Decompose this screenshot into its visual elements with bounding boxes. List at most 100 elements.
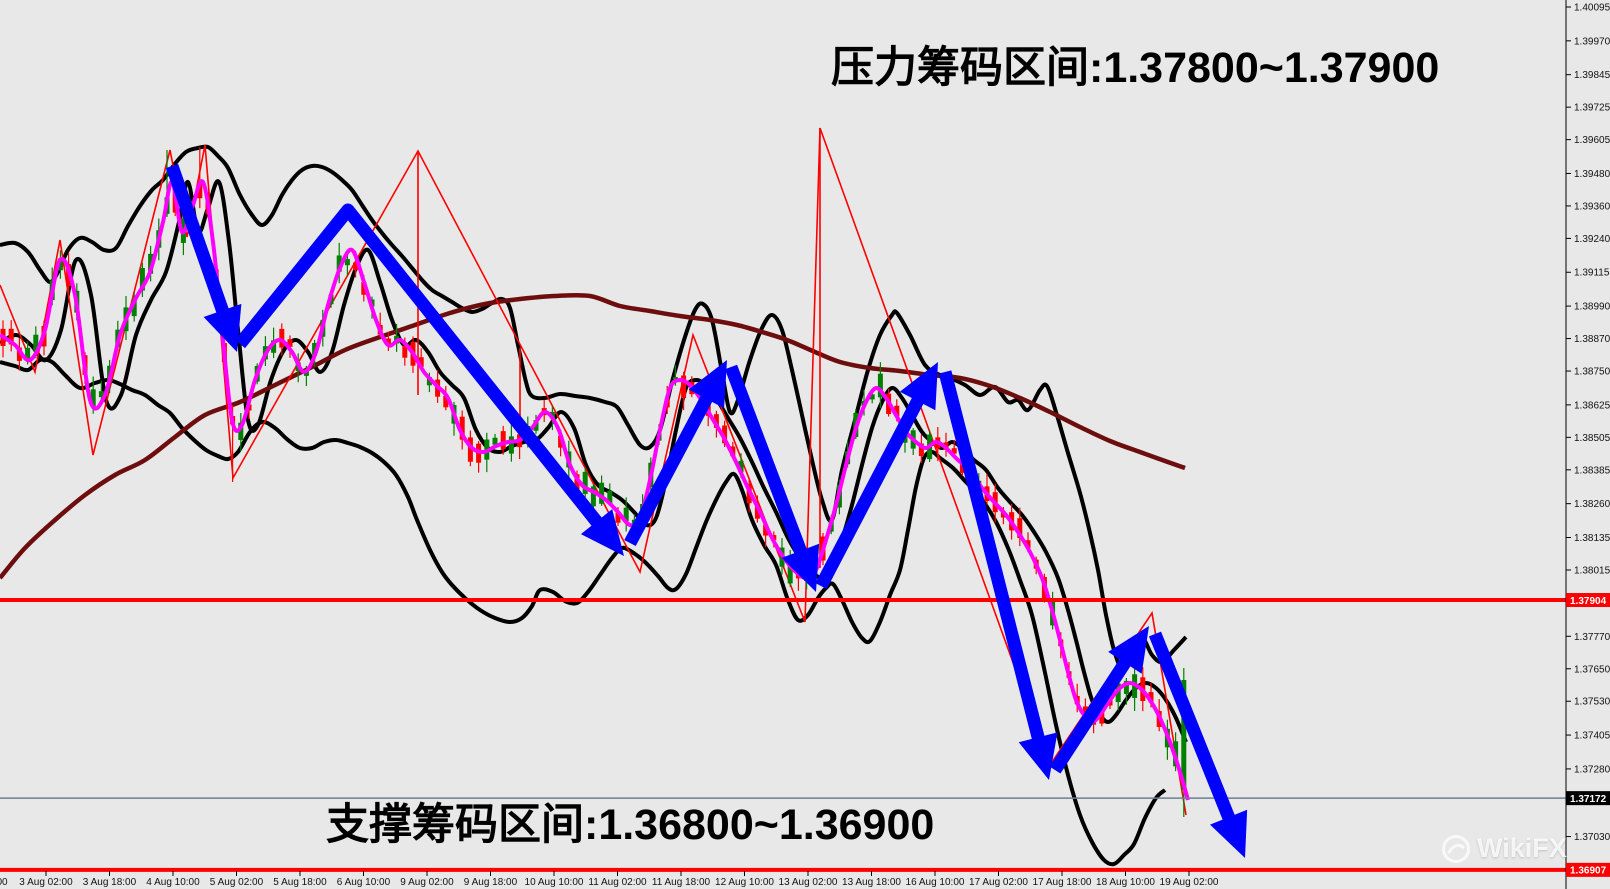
candle-body bbox=[312, 342, 318, 355]
candle-body bbox=[131, 299, 137, 317]
time-axis-label: 00 bbox=[0, 877, 8, 888]
trend-arrow-head[interactable] bbox=[580, 509, 624, 556]
price-axis-label: 1.39605 bbox=[1574, 135, 1610, 146]
price-axis: 1.40095 1.39970 1.39845 1.39725 1.39605 1.394… bbox=[1565, 0, 1610, 889]
candle-body bbox=[754, 505, 760, 519]
price-axis-label: 1.39970 bbox=[1574, 36, 1610, 47]
trend-arrow-head[interactable] bbox=[688, 360, 727, 409]
middle-band-line bbox=[0, 179, 1188, 743]
candle-body bbox=[1123, 680, 1129, 694]
candle-body bbox=[197, 180, 203, 199]
candle-body bbox=[418, 357, 424, 367]
price-axis-label: 1.37770 bbox=[1574, 632, 1610, 643]
wikifx-watermark: WikiFX bbox=[1441, 833, 1567, 864]
candle-body bbox=[951, 448, 957, 454]
time-axis-label: 3 Aug 18:00 bbox=[83, 877, 137, 888]
candle-body bbox=[492, 437, 498, 445]
candle-body bbox=[713, 414, 719, 428]
time-axis-label: 17 Aug 18:00 bbox=[1033, 877, 1092, 888]
time-axis-label: 6 Aug 10:00 bbox=[337, 877, 391, 888]
candle-body bbox=[1148, 692, 1154, 703]
price-tag-value: 1.37172 bbox=[1570, 794, 1607, 805]
price-tag-value: 1.36907 bbox=[1570, 866, 1607, 877]
trend-arrow-shaft[interactable] bbox=[724, 364, 810, 561]
time-axis-label: 12 Aug 10:00 bbox=[715, 877, 774, 888]
trend-arrow-shaft[interactable] bbox=[1049, 652, 1135, 774]
price-axis-label: 1.39360 bbox=[1574, 201, 1610, 212]
trend-arrow-head[interactable] bbox=[1108, 626, 1149, 674]
time-axis-label: 13 Aug 18:00 bbox=[842, 877, 901, 888]
slow-ma bbox=[0, 292, 1186, 580]
time-axis-label: 5 Aug 18:00 bbox=[273, 877, 327, 888]
candle-body bbox=[385, 338, 391, 345]
time-axis-label: 18 Aug 10:00 bbox=[1096, 877, 1155, 888]
support-annotation: 支撑筹码区间:1.36800~1.36900 bbox=[326, 801, 935, 849]
candle-body bbox=[402, 345, 408, 358]
candle-body bbox=[869, 394, 875, 400]
fast-ma-line bbox=[0, 179, 1190, 801]
candle-body bbox=[787, 559, 793, 584]
wikifx-watermark-text: WikiFX bbox=[1477, 833, 1567, 863]
price-axis-label: 1.39725 bbox=[1574, 103, 1610, 114]
level-lines bbox=[0, 598, 1610, 872]
price-axis-label: 1.38625 bbox=[1574, 400, 1610, 411]
trend-arrow-head[interactable] bbox=[1210, 809, 1248, 858]
candle-body bbox=[353, 262, 359, 271]
trend-arrow-shaft[interactable] bbox=[1148, 631, 1238, 828]
price-tag bbox=[1566, 593, 1610, 608]
candle-body bbox=[459, 416, 465, 440]
time-axis-label: 16 Aug 10:00 bbox=[906, 877, 965, 888]
price-tag-value: 1.37904 bbox=[1570, 596, 1607, 607]
candle-body bbox=[25, 347, 31, 359]
trend-arrow-shaft[interactable] bbox=[234, 203, 607, 532]
candle-body bbox=[344, 259, 350, 266]
time-axis-label: 5 Aug 02:00 bbox=[210, 877, 264, 888]
time-axis-label: 11 Aug 18:00 bbox=[652, 877, 711, 888]
price-axis-label: 1.38750 bbox=[1574, 367, 1610, 378]
price-axis-label: 1.38135 bbox=[1574, 533, 1610, 544]
price-axis-label: 1.38505 bbox=[1574, 433, 1610, 444]
price-axis-label: 1.37030 bbox=[1574, 832, 1610, 843]
candle-body bbox=[574, 474, 580, 492]
price-axis-label: 1.37650 bbox=[1574, 664, 1610, 675]
trend-arrow-head[interactable] bbox=[899, 362, 938, 411]
candle-body bbox=[1115, 683, 1121, 703]
candle-body bbox=[8, 328, 14, 345]
trend-arrow-head[interactable] bbox=[1018, 732, 1058, 780]
price-tag bbox=[1566, 862, 1610, 877]
candle-body bbox=[1181, 680, 1187, 790]
price-axis-label: 1.39845 bbox=[1574, 70, 1610, 81]
time-axis-label: 10 Aug 10:00 bbox=[525, 877, 584, 888]
candle-body bbox=[443, 395, 449, 408]
candle-body bbox=[582, 471, 588, 494]
trend-arrow-shaft[interactable] bbox=[815, 390, 928, 590]
candle-body bbox=[590, 486, 596, 507]
trend-arrow-shaft[interactable] bbox=[165, 163, 232, 321]
candle-body bbox=[467, 437, 473, 462]
candle-body bbox=[16, 347, 22, 361]
time-axis: 00 3 Aug 02:00 3 Aug 18:00 4 Aug 10:00 5 Aug… bbox=[0, 871, 1219, 888]
price-axis-label: 1.38990 bbox=[1574, 302, 1610, 313]
time-axis-label: 11 Aug 02:00 bbox=[588, 877, 647, 888]
wikifx-logo-icon bbox=[1442, 834, 1470, 863]
trend-arrow-shaft[interactable] bbox=[938, 370, 1047, 747]
price-axis-label: 1.38870 bbox=[1574, 334, 1610, 345]
price-axis-label: 1.38260 bbox=[1574, 499, 1610, 510]
candle-body bbox=[615, 512, 621, 523]
candle-body bbox=[287, 339, 293, 347]
candle-body bbox=[57, 258, 63, 271]
trend-arrow-shaft[interactable] bbox=[624, 388, 716, 547]
candle-body bbox=[738, 460, 744, 473]
slow-ma-line bbox=[0, 292, 1186, 580]
candle-body bbox=[623, 507, 629, 521]
time-axis-label: 4 Aug 10:00 bbox=[146, 877, 200, 888]
candle-body bbox=[279, 328, 285, 348]
trend-arrow-head[interactable] bbox=[781, 543, 820, 592]
trend-arrow-head[interactable] bbox=[203, 303, 242, 352]
upper-band-line bbox=[0, 144, 1188, 670]
price-axis-label: 1.38015 bbox=[1574, 565, 1610, 576]
candle-body bbox=[894, 405, 900, 417]
resistance-annotation: 压力筹码区间:1.37800~1.37900 bbox=[831, 44, 1440, 92]
